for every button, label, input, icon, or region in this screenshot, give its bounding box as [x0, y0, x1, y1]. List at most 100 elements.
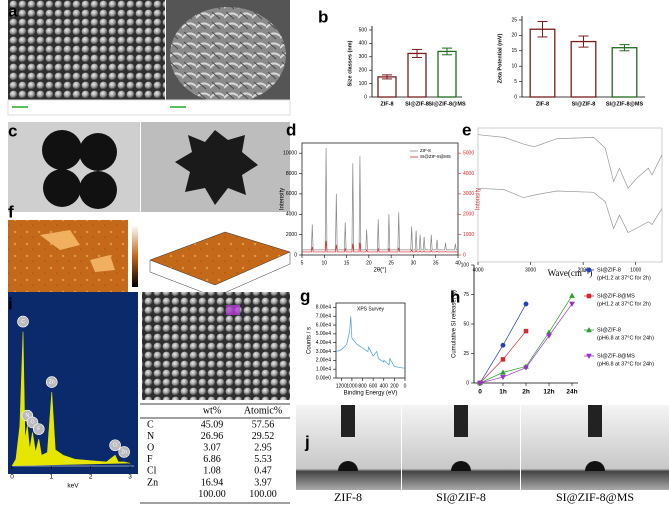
- x-tick-label: 2: [89, 474, 93, 481]
- panel-label: i: [8, 294, 13, 313]
- x-tick-label: 0: [404, 383, 407, 389]
- y-tick-label: 0: [294, 252, 297, 258]
- x-tick-label: 1: [50, 474, 54, 481]
- x-tick-label: 0: [478, 389, 482, 396]
- y-tick-label: 6000: [286, 191, 297, 197]
- sem-marker: [226, 305, 240, 315]
- tem-particle: [42, 130, 82, 170]
- legend-label: ZIF-8: [420, 148, 431, 153]
- sample-label: SI@ZIF-8@MS: [556, 490, 634, 504]
- y-axis-label: Cumulative SI release(%): [452, 290, 458, 358]
- y-tick-label: 2000: [463, 212, 474, 218]
- data-line: [302, 148, 458, 251]
- sample-label: ZIF-8: [334, 490, 362, 504]
- y-tick-label: 25: [463, 351, 469, 357]
- x-tick-label: 40: [455, 260, 461, 266]
- contact-angle-images: [296, 405, 669, 490]
- x-tick-label: ZIF-8: [380, 101, 393, 107]
- data-point: [523, 328, 529, 334]
- legend-label: SI@ZIF-8: [597, 327, 621, 333]
- data-point: [523, 301, 529, 307]
- table-cell: 16.94: [201, 477, 224, 488]
- peak-label: O: [31, 420, 35, 426]
- x-tick-label: 20: [366, 260, 372, 266]
- y-tick-label: 500: [359, 27, 368, 33]
- needle: [341, 405, 355, 437]
- table-cell: 3.07: [203, 442, 221, 453]
- x-axis-label: 2θ(°): [373, 268, 386, 274]
- peak-marker: [17, 315, 29, 328]
- y-tick-label: 200: [359, 68, 368, 74]
- y-axis-label: Counts / s: [307, 327, 313, 354]
- table-cell: Cl: [147, 466, 157, 477]
- y-tick-label: 0: [364, 94, 367, 100]
- plot-frame: [301, 142, 459, 256]
- x-tick-label: 10: [322, 260, 328, 266]
- y-tick-label: 300: [359, 54, 368, 60]
- table-cell: 100.00: [198, 489, 226, 500]
- afm-feature: [40, 230, 115, 272]
- table-cell: 1.08: [203, 466, 221, 477]
- legend-marker: [586, 353, 592, 360]
- table-cell: 0.47: [254, 466, 272, 477]
- panel-label: h: [450, 287, 460, 306]
- y-tick-label: 4.00e4: [316, 340, 332, 346]
- x-tick-label: 24h: [566, 389, 577, 396]
- data-line: [302, 240, 458, 253]
- y-tick-label: 1.00e4: [316, 367, 332, 373]
- legend-marker: [586, 267, 592, 273]
- y-tick-label: 2000: [286, 232, 297, 238]
- table-cell: 2.95: [254, 442, 272, 453]
- data-point: [477, 380, 483, 387]
- legend-label: SI@ZIF-8@MS: [597, 293, 635, 299]
- y2-axis-label: Intensity: [476, 188, 482, 210]
- x-tick-label: SI@ZIF-8: [572, 101, 596, 107]
- needle: [454, 405, 468, 437]
- data-point: [500, 342, 506, 348]
- y-tick-label: 3000: [463, 191, 474, 197]
- bar: [407, 52, 427, 98]
- x-tick-label: 1000: [630, 267, 641, 273]
- y-tick-label: 0: [514, 94, 517, 100]
- table-header: wt%: [203, 405, 221, 416]
- x-tick-label: 35: [433, 260, 439, 266]
- table-cell: 3.97: [254, 477, 272, 488]
- x-tick-label: 3000: [525, 267, 536, 273]
- y-tick-label: 10000: [283, 151, 297, 157]
- tem-particle: [79, 171, 117, 209]
- peak-label: Zn: [121, 449, 127, 455]
- x-tick-label: 4000: [472, 267, 483, 273]
- x-tick-label: 2000: [578, 267, 589, 273]
- y-tick-label: 50: [463, 321, 469, 327]
- x-tick-label: SI@ZIF-8@MS: [606, 101, 644, 107]
- y-tick-label: 8.00e4: [316, 305, 332, 311]
- tem-particle: [43, 169, 81, 207]
- plot-frame: [477, 127, 663, 263]
- x-tick-label: 15: [344, 260, 350, 266]
- table-cell: 6.86: [203, 454, 221, 465]
- x-tick-label: 25: [388, 260, 394, 266]
- eds-table: [140, 403, 290, 504]
- sem-flower: [170, 7, 286, 103]
- y-axis-label: Intensity: [280, 188, 286, 210]
- x-tick-label: SI@ZIF-8@MS: [428, 101, 466, 107]
- table-cell: 5.53: [254, 454, 272, 465]
- x-tick-label: 3: [128, 474, 132, 481]
- bar: [529, 28, 556, 98]
- data-point: [523, 365, 529, 371]
- data-point: [500, 369, 506, 375]
- panel-label: e: [462, 120, 471, 139]
- data-point: [500, 357, 506, 362]
- data-line: [477, 134, 663, 189]
- panel-label: f: [8, 202, 14, 221]
- x-tick-label: 800: [358, 383, 367, 389]
- y-tick-label: 5: [514, 79, 517, 85]
- y-tick-label: 0: [466, 380, 469, 386]
- table-cell: 57.56: [252, 419, 275, 430]
- y-tick-label: 10: [511, 64, 517, 70]
- chart-title: XPS Survey: [357, 306, 384, 312]
- y-tick-label: 7.00e4: [316, 314, 332, 320]
- legend-label: SI@ZIF-8: [597, 267, 621, 273]
- x-tick-label: 600: [369, 383, 378, 389]
- spectrum: [11, 331, 131, 467]
